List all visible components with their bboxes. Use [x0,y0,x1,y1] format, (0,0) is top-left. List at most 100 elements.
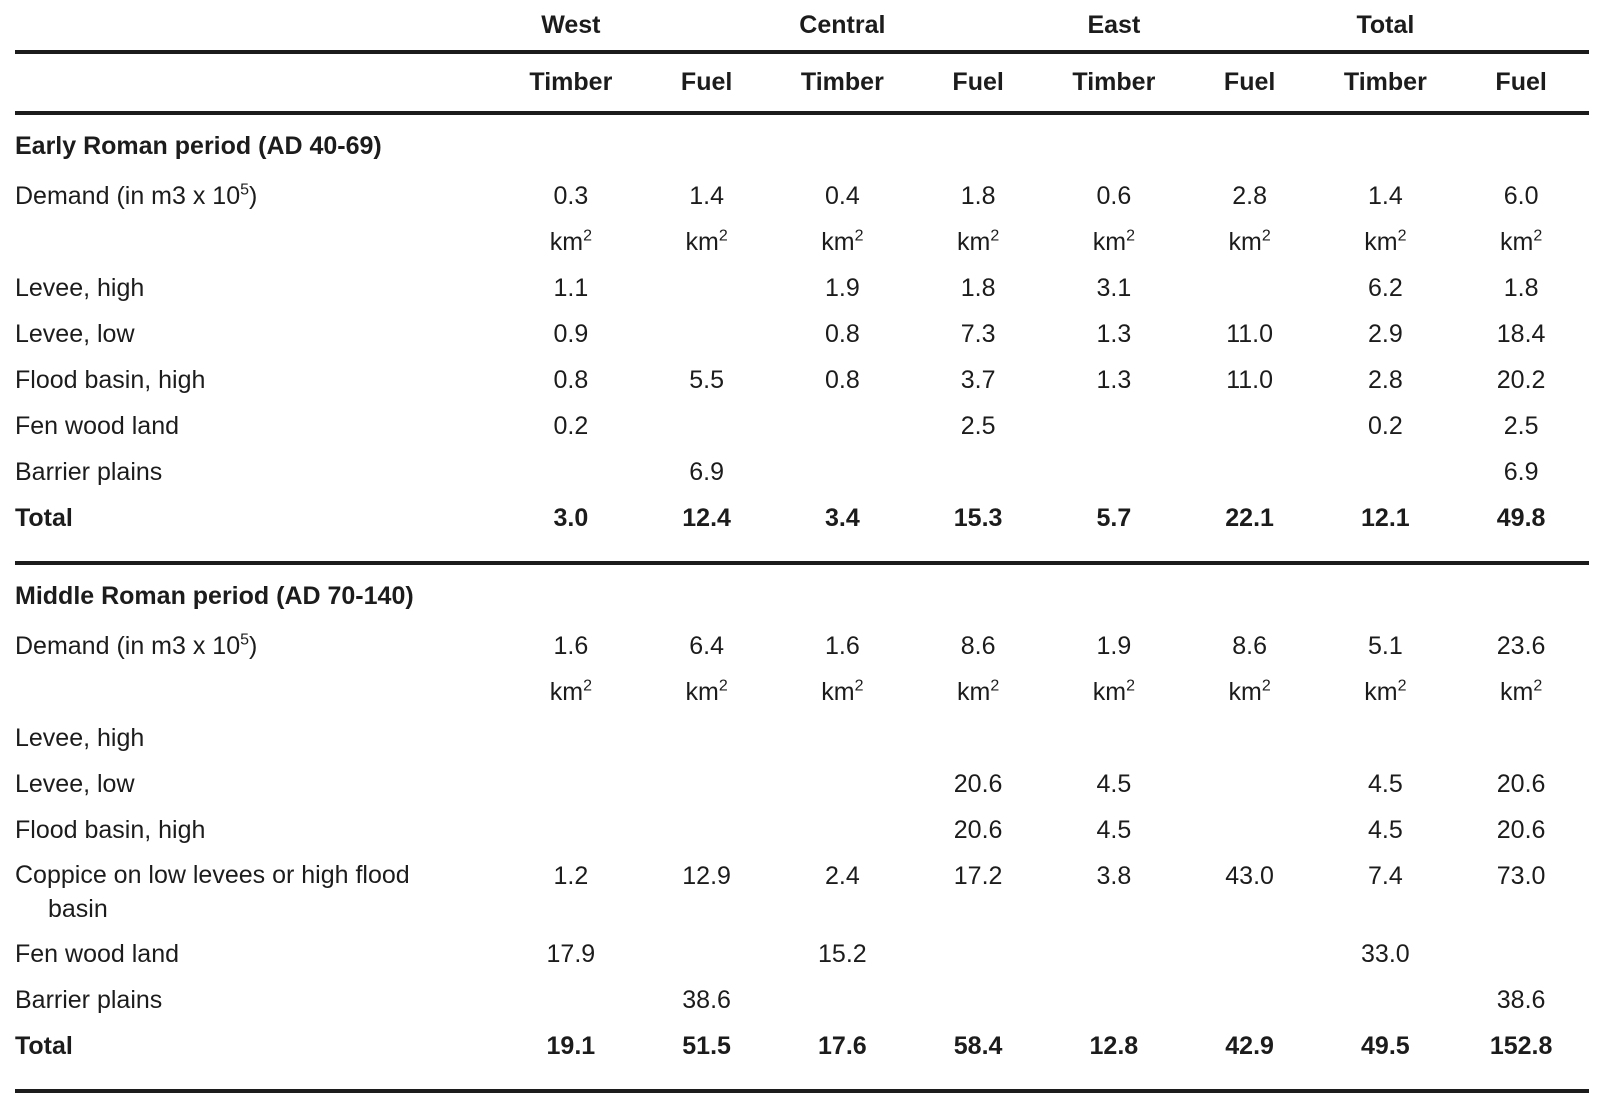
unit-text: km [957,227,991,256]
value-cell: 1.6 [824,631,860,660]
unit-text: km [1500,677,1534,706]
unit-cell: km2 [910,219,1046,265]
value-cell: 33.0 [1361,939,1410,968]
row-label-line: basin [48,895,108,923]
corner-cell [15,0,503,54]
table-row: Barrier plains 6.9 6.9 [15,449,1589,495]
value-cell: 5.1 [1367,631,1403,660]
table-row: Demand (in m3 x 105) 1.6 6.4 1.6 8.6 1.9 8.6 5.… [15,623,1589,669]
unit-cell: km2 [910,669,1046,715]
table-row: Fen wood land 0.2 2.5 0.2 2.5 [15,403,1589,449]
value-cell [1182,265,1318,311]
value-cell [1182,449,1318,495]
value-cell: 20.2 [1496,365,1546,394]
superscript: 2 [718,677,728,695]
superscript: 2 [854,227,864,245]
table-row: Fen wood land 17.9 15.2 33.0 [15,931,1589,977]
value-cell: 1.9 [824,273,860,302]
unit-text: km [1092,677,1127,706]
value-cell [1046,449,1182,495]
value-cell: 11.0 [1226,319,1274,348]
value-cell: 49.8 [1496,503,1546,532]
demand-label-text: ) [249,631,258,660]
column-group-row: West Central East Total [15,0,1589,54]
value-cell [1182,807,1318,853]
unit-text: km [821,227,855,256]
value-cell: 0.8 [553,365,589,394]
value-cell: 58.4 [910,1023,1046,1093]
value-cell: 17.9 [546,939,596,968]
value-cell: 20.6 [953,815,1003,844]
section-title: Early Roman period (AD 40-69) [15,131,382,160]
column-header: Timber [1046,52,1182,115]
column-header: Fuel [1181,52,1318,115]
land-use-table: West Central East Total Timber Fuel Timber Fue… [15,0,1589,1093]
superscript: 5 [240,631,250,649]
value-cell: 12.4 [682,503,731,532]
value-cell [1046,977,1182,1023]
superscript: 2 [1533,227,1543,245]
value-cell: 4.5 [1096,815,1132,844]
value-cell: 1.8 [960,181,996,210]
value-cell [1318,715,1454,761]
unit-text: km [1228,677,1262,706]
unit-text: km [1364,227,1398,256]
table-row: Demand (in m3 x 105) 0.3 1.4 0.4 1.8 0.6 2.8 1.… [15,173,1589,219]
unit-cell: km2 [1318,669,1454,715]
column-header: Fuel [1453,52,1589,115]
row-label: Levee, high [15,723,145,752]
row-label-line: Coppice on low levees or high flood [15,861,410,889]
unit-text: km [685,227,719,256]
value-cell [910,977,1046,1023]
value-cell [1182,977,1318,1023]
value-cell: 1.1 [553,273,589,302]
value-cell: 3.1 [1096,273,1132,302]
value-cell: 20.6 [953,769,1003,798]
value-cell: 38.6 [1496,985,1546,1014]
value-cell: 1.4 [1367,181,1403,210]
value-cell [1046,931,1182,977]
column-group-header: Total [1317,0,1454,54]
value-cell [775,449,911,495]
table-row: Barrier plains 38.6 38.6 [15,977,1589,1023]
section-title-row: Middle Roman period (AD 70-140) [15,561,1589,623]
value-cell: 8.6 [960,631,996,660]
row-label: Demand (in m3 x 105) [15,173,503,219]
row-label: Fen wood land [15,411,180,440]
value-cell: 73.0 [1496,862,1546,890]
value-cell: 4.5 [1096,769,1132,798]
value-cell: 7.4 [1367,862,1403,890]
row-label: Demand (in m3 x 105) [15,623,503,669]
value-cell [910,931,1046,977]
unit-text: km [1500,227,1534,256]
value-cell [639,265,775,311]
table-row: Levee, low 20.6 4.5 4.5 20.6 [15,761,1589,807]
value-cell [775,715,911,761]
value-cell: 6.9 [1503,457,1539,486]
row-label: Levee, high [15,273,145,302]
section-title-row: Early Roman period (AD 40-69) [15,113,1589,173]
unit-cell: km2 [1453,219,1589,265]
unit-text: km [1092,227,1127,256]
unit-cell: km2 [775,219,911,265]
value-cell: 2.5 [1503,411,1539,440]
value-cell: 43.0 [1225,862,1274,890]
value-cell: 11.0 [1226,365,1274,394]
corner-cell [15,52,503,115]
value-cell [503,449,639,495]
value-cell: 17.6 [774,1023,911,1093]
value-cell [639,311,775,357]
unit-cell: km2 [1318,219,1454,265]
value-cell: 1.4 [689,181,724,210]
total-row: Total 19.1 51.5 17.6 58.4 12.8 42.9 49.5 152.8 [15,1023,1589,1093]
value-cell [1318,977,1454,1023]
value-cell: 7.3 [960,319,996,348]
value-cell: 20.6 [1496,769,1546,798]
demand-label-text: Demand (in m3 x 10 [15,181,241,210]
row-label: Coppice on low levees or high flood basin [15,853,503,931]
superscript: 5 [240,181,250,199]
column-group-spacer [1453,0,1589,54]
value-cell [503,807,639,853]
value-cell: 1.8 [960,273,996,302]
unit-text: km [549,677,584,706]
